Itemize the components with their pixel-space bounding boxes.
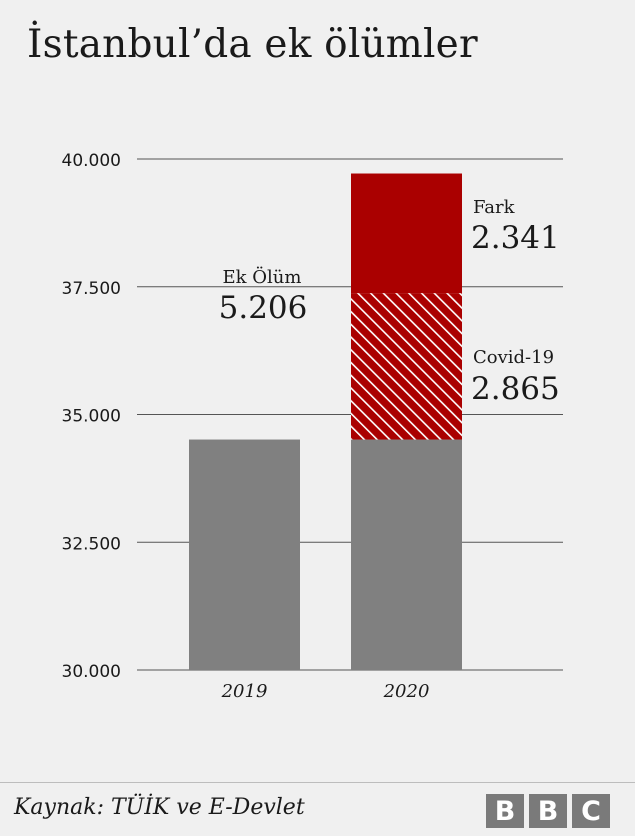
- segment-value-label: 2.865: [471, 371, 560, 407]
- bar-2020: [351, 439, 462, 670]
- bbc-logo-letter: C: [572, 794, 610, 828]
- x-tick-label: 2019: [221, 681, 268, 702]
- y-tick-label: 30.000: [62, 662, 121, 682]
- x-axis-labels: 2019 2020: [221, 681, 430, 702]
- y-tick-label: 35.000: [62, 407, 121, 427]
- source-note: Kaynak: TÜİK ve E-Devlet: [14, 795, 305, 820]
- segment-name-label: Covid-19: [473, 347, 554, 368]
- footer-divider: [0, 782, 635, 783]
- bar-2019: [189, 439, 300, 670]
- bar-segment-fark: [351, 173, 462, 294]
- segment-name-label: Fark: [473, 197, 516, 218]
- annotation-value: 5.206: [219, 290, 308, 326]
- bbc-logo: B B C: [486, 794, 610, 828]
- bars: [189, 173, 462, 670]
- y-tick-label: 32.500: [62, 534, 121, 554]
- x-tick-label: 2020: [383, 681, 430, 702]
- bbc-logo-letter: B: [529, 794, 567, 828]
- y-tick-label: 40.000: [62, 151, 121, 171]
- y-axis-ticks: 30.000 32.500 35.000 37.500 40.000: [62, 151, 121, 682]
- segment-value-label: 2.341: [471, 220, 560, 256]
- bbc-logo-letter: B: [486, 794, 524, 828]
- y-tick-label: 37.500: [62, 279, 121, 299]
- bar-segment-covid-19: [351, 293, 462, 440]
- annotation-label: Ek Ölüm: [223, 265, 302, 288]
- chart-title: İstanbul’da ek ölümler: [27, 22, 478, 67]
